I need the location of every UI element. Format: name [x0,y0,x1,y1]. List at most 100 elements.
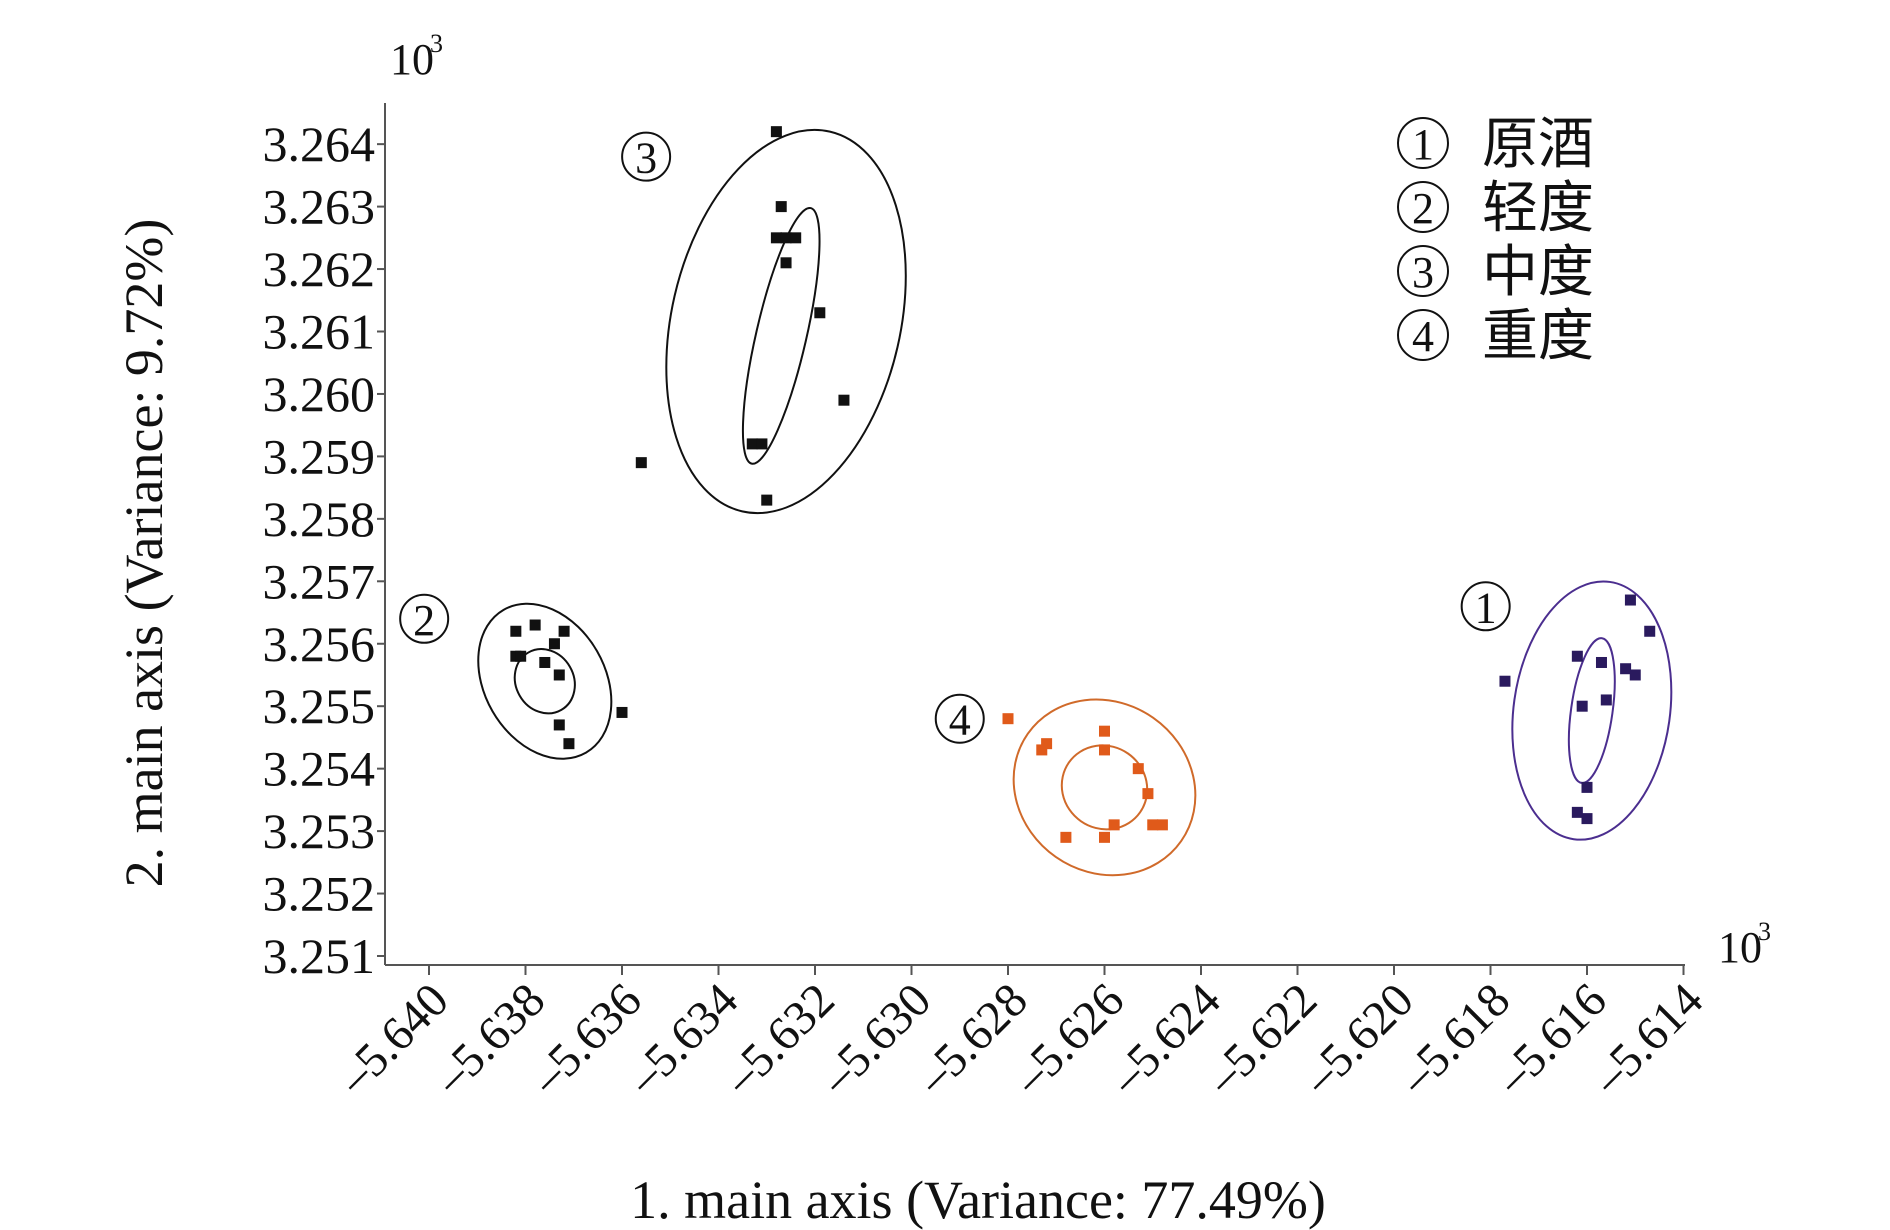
data-point [1499,675,1511,687]
cluster-label: 2 [399,593,450,645]
data-point [1581,813,1593,825]
cluster-label: 1 [1460,581,1511,632]
cluster-label-circle [621,131,672,182]
y-tick-label: 3.251 [263,928,376,984]
legend-marker-circle [1397,117,1449,169]
cluster-label-circle [934,693,985,744]
data-point [1099,831,1110,843]
y-tick-label: 3.255 [263,678,376,734]
x-tick-label: –5.634 [617,973,749,1105]
confidence-ellipse [1012,698,1197,877]
legend-item: 3 中度 [1397,242,1594,304]
data-point [780,232,792,244]
data-point [761,494,773,506]
x-tick-label: –5.618 [1389,973,1521,1105]
data-point [558,625,570,637]
x-tick-label: –5.614 [1582,973,1714,1105]
cluster-label-circle [1460,581,1511,632]
data-points [510,126,1656,843]
data-point [529,619,541,631]
confidence-ellipses [477,128,1673,877]
y-tick-label: 3.262 [263,241,376,297]
legend-marker-number: 1 [1412,120,1434,169]
data-point [548,638,560,650]
y-axis-label: 2. main axis (Variance: 9.72%) [114,219,174,888]
data-point [1041,738,1053,750]
cluster-labels: 1 2 3 4 [399,131,1511,745]
data-point [515,650,527,662]
x-tick-label: –5.624 [1099,973,1231,1105]
legend-marker-circle [1397,309,1449,361]
confidence-ellipse [665,128,907,515]
y-tick-label: 3.253 [263,803,376,859]
legend-marker-number: 4 [1412,312,1434,361]
data-point [838,394,850,406]
data-point [563,738,575,750]
confidence-ellipse [1511,580,1673,841]
confidence-ellipse [741,206,821,465]
cluster-label-circle [399,593,450,644]
y-tick-label: 3.264 [263,116,376,172]
y-tick-label: 3.257 [263,553,376,609]
cluster-label-number: 2 [413,596,435,645]
y-tick-label: 3.259 [263,428,376,484]
data-point [510,625,522,637]
data-point [775,201,787,213]
data-point [1156,819,1168,831]
legend-label: 中度 [1482,242,1594,304]
data-point [1099,744,1110,756]
x-axis-label: 1. main axis (Variance: 77.49%) [630,1170,1326,1230]
cluster-label: 4 [934,693,985,745]
x-tick-label: –5.640 [327,973,459,1105]
y-tick-label: 3.254 [263,741,376,797]
legend-marker-circle [1397,245,1449,297]
data-point [1571,806,1583,818]
data-point [1060,831,1072,843]
data-point [1629,669,1641,681]
data-point [770,126,782,138]
data-point [635,457,647,469]
x-multiplier-exponent: 3 [1758,917,1771,946]
data-point [1624,594,1636,606]
legend-item: 1 原酒 [1397,114,1594,176]
data-point [539,656,551,668]
data-point [1571,650,1583,662]
legend-label: 重度 [1482,306,1594,368]
x-tick-label: –5.626 [1003,973,1135,1105]
data-point [746,438,758,450]
data-point [553,669,565,681]
data-point [756,438,768,450]
legend-item: 2 轻度 [1397,178,1594,240]
x-tick-label: –5.628 [906,973,1038,1105]
data-point [1036,744,1048,756]
data-point [814,307,826,319]
legend-item: 4 重度 [1397,306,1594,368]
confidence-ellipse [513,648,576,715]
y-tick-label: 3.263 [263,179,376,235]
cluster-label: 3 [621,131,672,183]
legend-marker-circle [1397,181,1449,233]
data-point [780,257,792,269]
confidence-ellipse [1567,637,1616,784]
y-tick-label: 3.260 [263,366,376,422]
y-tick-label: 3.252 [263,866,376,922]
confidence-ellipse [1060,744,1149,831]
x-tick-label: –5.620 [1292,973,1424,1105]
y-tick-label: 3.258 [263,491,376,547]
data-point [1581,781,1593,793]
x-tick-label: –5.616 [1485,973,1617,1105]
legend: 1 原酒 2 轻度 3 中度 4 重度 [1397,114,1594,368]
data-point [1132,763,1144,775]
cluster-label-number: 4 [949,696,971,745]
data-point [1147,819,1159,831]
confidence-ellipse [477,602,613,760]
legend-marker-number: 3 [1412,248,1434,297]
data-point [1644,625,1656,637]
data-point [790,232,802,244]
y-multiplier: 10 [390,35,434,84]
data-point [1108,819,1120,831]
x-multiplier: 10 [1718,923,1762,972]
x-tick-label: –5.636 [520,973,652,1105]
data-point [553,719,565,731]
